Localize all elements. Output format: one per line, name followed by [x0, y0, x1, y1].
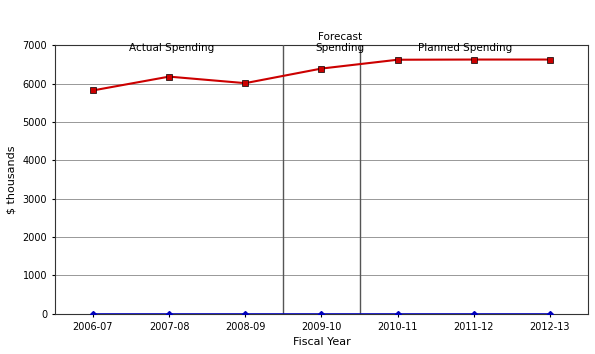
Y-axis label: $ thousands: $ thousands [7, 145, 17, 214]
X-axis label: Fiscal Year: Fiscal Year [293, 337, 350, 347]
Text: Actual Spending: Actual Spending [130, 43, 215, 53]
Text: Planned Spending: Planned Spending [418, 43, 512, 53]
Text: Forecast
Spending: Forecast Spending [315, 32, 365, 53]
